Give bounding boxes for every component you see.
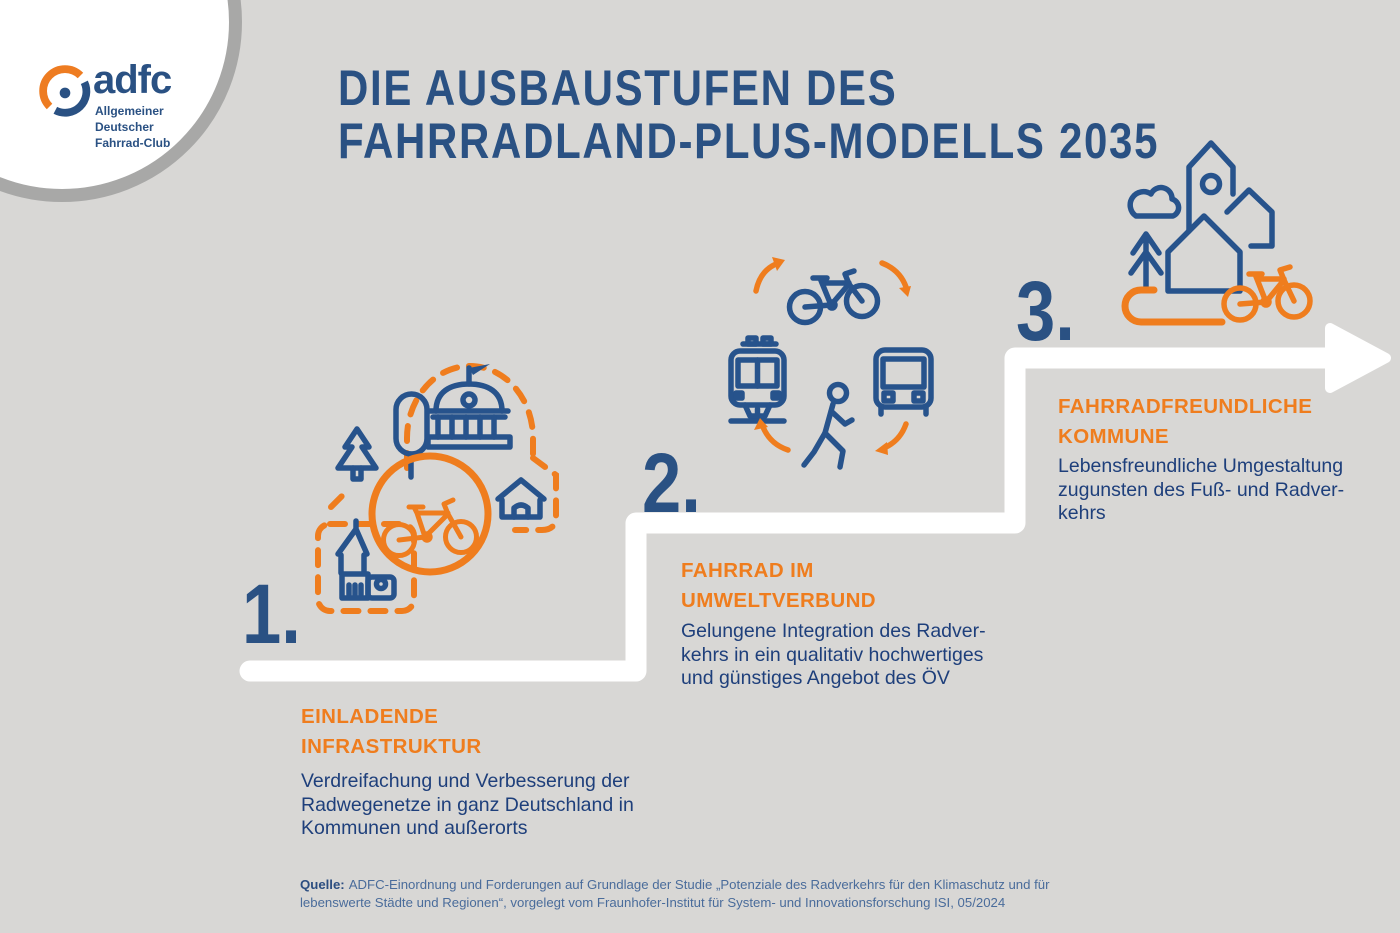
source-line-2: lebenswerte Städte und Regionen“, vorgel… xyxy=(300,894,1006,910)
source-label: Quelle: xyxy=(300,877,345,892)
logo-org-line1: Allgemeiner Deutscher xyxy=(95,104,164,134)
source-line-1: Quelle: ADFC-Einordnung und Forderungen a… xyxy=(300,877,1050,892)
bike-friendly-town-icon xyxy=(1121,140,1313,326)
cloud-icon xyxy=(1127,184,1182,219)
step-1-body: Verdreifachung und Verbesserung der Radw… xyxy=(301,770,634,839)
town-hall-dome-icon xyxy=(425,364,513,450)
bike-network-neighborhood-icon xyxy=(315,363,559,614)
step-3-number: 3. xyxy=(1016,264,1075,358)
bike-tram-bus-pedestrian-cycle-icon xyxy=(728,257,934,470)
bicycle-icon xyxy=(786,268,881,326)
adfc-logo: adfc Allgemeiner Deutscher Fahrrad-Club xyxy=(36,58,216,150)
step-2-body: Gelungene Integration des Radver- kehrs … xyxy=(681,620,986,689)
logo-org-line2: Fahrrad-Club xyxy=(95,136,171,150)
step-2-number: 2. xyxy=(642,436,701,530)
bicycle-icon xyxy=(381,497,479,558)
staircase-shaft xyxy=(239,347,1341,682)
pine-tree-icon xyxy=(335,426,379,482)
bike-path-icon xyxy=(1121,286,1226,326)
step-1-heading: EINLADENDE INFRASTRUKTUR xyxy=(301,705,482,758)
pedestrian-icon xyxy=(801,381,855,470)
adfc-ring-logo-icon xyxy=(39,65,91,117)
source-note: Quelle: ADFC-Einordnung und Forderungen a… xyxy=(300,876,1050,912)
church-icon xyxy=(335,518,397,601)
fir-tree-icon xyxy=(1128,231,1164,292)
bike-circle-icon xyxy=(368,452,492,576)
logo-wordmark: adfc xyxy=(93,58,172,102)
front-house-icon xyxy=(1165,213,1243,294)
step-3-body: Lebensfreundliche Umgestaltung zugunsten… xyxy=(1058,455,1345,524)
rear-house-icon xyxy=(1224,187,1275,249)
bicycle-icon xyxy=(1221,264,1313,323)
bus-icon xyxy=(873,347,934,417)
church-tower-icon xyxy=(1186,140,1236,234)
house-icon xyxy=(495,477,547,520)
step-1-number: 1. xyxy=(242,567,301,661)
page-title: DIE AUSBAUSTUFEN DES FAHRRADLAND-PLUS-MO… xyxy=(338,60,1160,169)
step-2-heading: FAHRRAD IM UMWELTVERBUND xyxy=(681,559,876,612)
step-3-heading: FAHRRADFREUNDLICHE KOMMUNE xyxy=(1058,395,1313,448)
cycle-arrows-icon xyxy=(753,257,911,455)
tram-icon xyxy=(728,335,787,424)
staircase-arrowhead xyxy=(1325,323,1391,393)
